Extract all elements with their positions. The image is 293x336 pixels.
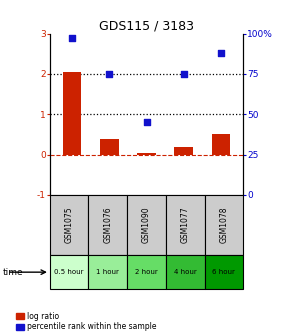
Text: 6 hour: 6 hour: [212, 269, 235, 275]
Bar: [137, 153, 156, 155]
Text: GSM1075: GSM1075: [65, 207, 74, 244]
Bar: [50, 195, 88, 255]
Point: [219, 50, 223, 56]
Legend: log ratio, percentile rank within the sample: log ratio, percentile rank within the sa…: [16, 311, 157, 332]
Bar: [88, 255, 127, 289]
Point: [107, 71, 112, 77]
Bar: [174, 147, 193, 155]
Text: 0.5 hour: 0.5 hour: [54, 269, 84, 275]
Bar: [127, 195, 166, 255]
Text: 1 hour: 1 hour: [96, 269, 119, 275]
Bar: [127, 255, 166, 289]
Bar: [100, 139, 119, 155]
Bar: [88, 195, 127, 255]
Point: [144, 120, 149, 125]
Title: GDS115 / 3183: GDS115 / 3183: [99, 19, 194, 33]
Text: GSM1076: GSM1076: [103, 207, 112, 244]
Bar: [166, 255, 205, 289]
Bar: [205, 195, 243, 255]
Bar: [50, 255, 88, 289]
Text: 4 hour: 4 hour: [174, 269, 197, 275]
Text: GSM1077: GSM1077: [181, 207, 190, 244]
Text: GSM1078: GSM1078: [219, 207, 228, 243]
Point: [181, 71, 186, 77]
Bar: [63, 72, 81, 155]
Text: GSM1090: GSM1090: [142, 207, 151, 244]
Text: 2 hour: 2 hour: [135, 269, 158, 275]
Bar: [205, 255, 243, 289]
Text: time: time: [3, 268, 23, 277]
Bar: [212, 134, 230, 155]
Bar: [166, 195, 205, 255]
Point: [70, 36, 74, 41]
